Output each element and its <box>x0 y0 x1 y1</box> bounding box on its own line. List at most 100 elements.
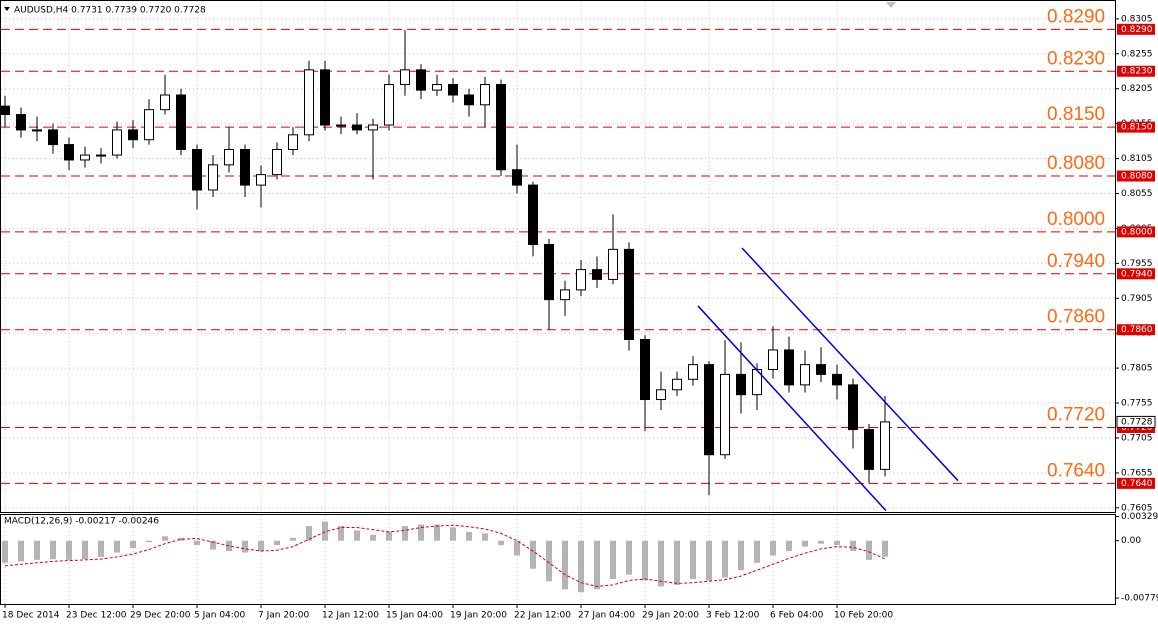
candle-body <box>32 129 42 132</box>
macd-bar <box>514 540 520 556</box>
x-tick-label: 3 Feb 12:00 <box>706 611 760 621</box>
level-price-label: 0.7720 <box>1121 423 1153 433</box>
channel-line <box>697 305 887 512</box>
macd-bar <box>82 540 88 560</box>
x-tick-label: 18 Dec 2014 <box>2 611 60 621</box>
macd-bar <box>802 540 808 547</box>
x-tick-label: 15 Jan 04:00 <box>386 611 443 621</box>
x-tick-label: 7 Jan 20:00 <box>258 611 310 621</box>
candle-body <box>384 84 394 126</box>
level-label: 0.8290 <box>1047 6 1105 27</box>
macd-bar <box>866 540 872 560</box>
y-tick-label: 0.00329 <box>1121 512 1158 522</box>
macd-title: MACD(12,26,9) -0.00217 -0.00246 <box>4 517 159 527</box>
level-price-box <box>1117 477 1155 489</box>
x-tick-label: 23 Dec 12:00 <box>66 611 127 621</box>
candle-body <box>176 94 186 150</box>
level-price-label: 0.8230 <box>1121 67 1153 77</box>
candle-body <box>208 164 218 191</box>
candle-body <box>656 389 666 401</box>
macd-bar <box>562 540 568 590</box>
level-price-label: 0.8150 <box>1121 123 1153 133</box>
level-price-box <box>1117 226 1155 238</box>
y-tick-label: 0.7705 <box>1121 433 1153 443</box>
macd-bar <box>194 540 200 546</box>
level-price-label: 0.8000 <box>1121 227 1153 237</box>
x-tick-label: 6 Feb 04:00 <box>770 611 824 621</box>
candle-body <box>512 169 522 186</box>
candle-body <box>160 94 170 111</box>
candle-body <box>352 124 362 131</box>
macd-bar <box>770 540 776 556</box>
macd-bar <box>306 526 312 541</box>
macd-bar <box>130 540 136 549</box>
level-price-label: 0.7860 <box>1121 325 1153 335</box>
y-tick-label: 0.8255 <box>1121 49 1153 59</box>
candle-body <box>16 114 26 131</box>
macd-bar <box>114 540 120 553</box>
current-price-label: 0.7728 <box>1121 417 1153 427</box>
candle-body <box>704 364 714 456</box>
macd-bar <box>402 526 408 541</box>
x-tick-label: 5 Jan 04:00 <box>194 611 246 621</box>
macd-bar <box>34 540 40 560</box>
candle-body <box>544 243 554 301</box>
macd-bar <box>578 540 584 593</box>
candle-body <box>816 364 826 375</box>
candle-body <box>464 94 474 106</box>
macd-bar <box>466 531 472 541</box>
chart-title: AUDUSD,H4 0.7731 0.7739 0.7720 0.7728 <box>14 6 206 16</box>
macd-bar <box>690 540 696 580</box>
candle-body <box>112 129 122 156</box>
macd-bar <box>722 540 728 578</box>
macd-bar <box>162 536 168 541</box>
y-tick-label: 0.7905 <box>1121 294 1153 304</box>
macd-bar <box>674 540 680 585</box>
macd-bar <box>338 526 344 541</box>
candle-body <box>832 373 842 386</box>
candle-body <box>688 364 698 380</box>
menu-arrow[interactable] <box>4 7 10 11</box>
level-price-box <box>1117 324 1155 336</box>
macd-bar <box>434 524 440 541</box>
y-tick-label: 0.7755 <box>1121 399 1153 409</box>
y-tick-label: 0.7655 <box>1121 468 1153 478</box>
macd-bar <box>850 540 856 552</box>
macd-bar <box>658 540 664 587</box>
candle-body <box>736 373 746 396</box>
level-price-box <box>1117 65 1155 77</box>
macd-bar <box>642 540 648 581</box>
candle-body <box>672 378 682 391</box>
candle-body <box>528 184 538 245</box>
level-label: 0.8230 <box>1047 48 1105 69</box>
candle-body <box>368 124 378 131</box>
candle-body <box>848 384 858 431</box>
macd-panel-frame <box>0 514 1116 605</box>
candle-body <box>448 84 458 96</box>
level-price-label: 0.8290 <box>1121 25 1153 35</box>
candle-body <box>304 69 314 136</box>
candle-body <box>240 148 250 186</box>
macd-bar <box>258 540 264 552</box>
y-tick-label: 0.7955 <box>1121 259 1153 269</box>
macd-bar <box>66 540 72 560</box>
candle-body <box>768 349 778 371</box>
level-label: 0.7640 <box>1047 460 1105 481</box>
macd-bar <box>50 540 56 560</box>
macd-bar <box>322 521 328 541</box>
level-label: 0.8150 <box>1047 104 1105 125</box>
candle-body <box>64 144 74 161</box>
y-tick-label: 0.8305 <box>1121 14 1153 24</box>
macd-bar <box>498 540 504 546</box>
candle-body <box>320 69 330 126</box>
macd-bar <box>546 540 552 582</box>
shift-marker[interactable] <box>886 2 896 8</box>
x-tick-label: 22 Jan 12:00 <box>514 611 571 621</box>
candle-body <box>256 174 266 186</box>
x-tick-label: 27 Jan 04:00 <box>578 611 635 621</box>
macd-bar <box>482 533 488 541</box>
macd-bar <box>626 540 632 575</box>
candle-body <box>592 269 602 280</box>
candle-body <box>784 349 794 386</box>
